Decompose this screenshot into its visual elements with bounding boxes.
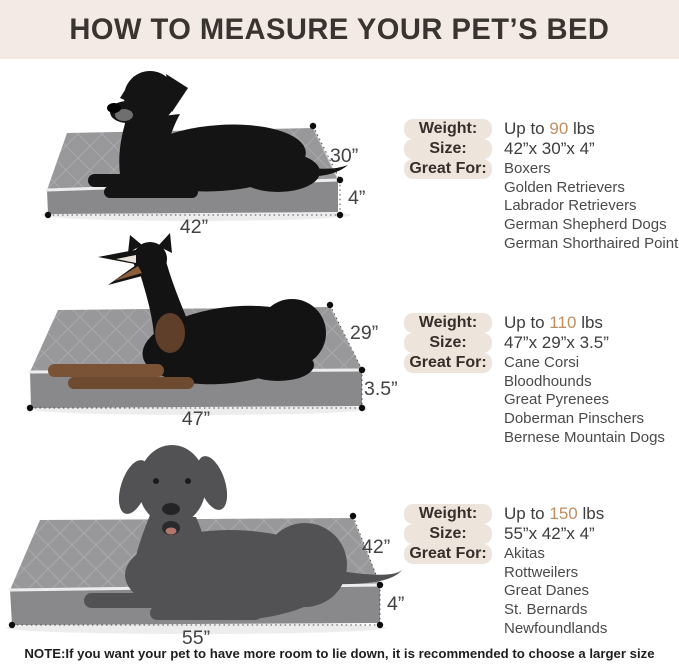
- weight-label: Weight:: [404, 313, 492, 333]
- bed-figure-medium: 30” 4” 42”: [41, 71, 365, 237]
- breed-item: St. Bernards: [504, 601, 588, 619]
- great-for-row: Great For: Akitas Rottweilers Great Dane…: [404, 544, 678, 639]
- breed-list: Akitas Rottweilers Great Danes St. Berna…: [504, 544, 607, 639]
- size-value: 47”x 29”x 3.5”: [504, 333, 609, 352]
- spec-panel-large: Weight: Up to 110 lbs Size: 47”x 29”x 3.…: [404, 313, 678, 448]
- title-banner: HOW TO MEASURE YOUR PET’S BED: [0, 0, 679, 59]
- great-for-label: Great For:: [404, 353, 492, 373]
- breed-item: Bloodhounds: [504, 372, 592, 390]
- dim-depth-label: 30”: [330, 145, 358, 167]
- great-for-row: Great For: Boxers Golden Retrievers Labr…: [404, 159, 679, 254]
- breed-item: Great Pyrenees: [504, 391, 610, 409]
- breed-list: Boxers Golden Retrievers Labrador Retrie…: [504, 159, 679, 254]
- dimension-annotations: 42” 4” 55”: [8, 512, 404, 649]
- dim-width-label: 55”: [182, 627, 210, 649]
- weight-value: Up to 150 lbs: [504, 504, 604, 524]
- footer-note: NOTE:If you want your pet to have more r…: [24, 646, 655, 661]
- weight-prefix: Up to: [504, 504, 550, 523]
- weight-suffix: lbs: [576, 313, 603, 332]
- size-row: Size: 42”x 30”x 4”: [404, 139, 678, 159]
- size-label: Size:: [404, 139, 492, 159]
- weight-row: Weight: Up to 150 lbs: [404, 504, 678, 524]
- weight-value: Up to 90 lbs: [504, 119, 595, 139]
- dim-height-label: 4”: [387, 593, 404, 615]
- weight-prefix: Up to: [504, 119, 550, 138]
- dog-silhouette-doberman: [48, 233, 326, 389]
- breed-item: Doberman Pinschers: [504, 410, 645, 428]
- breed-item: Bernese Mountain Dogs: [504, 428, 665, 446]
- weight-label: Weight:: [404, 119, 492, 139]
- breed-item: Labrador Retrievers: [504, 197, 637, 215]
- weight-row: Weight: Up to 90 lbs: [404, 119, 678, 139]
- weight-label: Weight:: [404, 504, 492, 524]
- size-label: Size:: [404, 524, 492, 544]
- dim-width-label: 47”: [182, 408, 210, 428]
- page-title: HOW TO MEASURE YOUR PET’S BED: [69, 12, 610, 46]
- dog-silhouette-great-dane: [84, 445, 402, 620]
- weight-row: Weight: Up to 110 lbs: [404, 313, 678, 333]
- dim-depth-label: 42”: [362, 536, 390, 558]
- weight-number: 150: [549, 504, 578, 523]
- size-value: 55”x 42”x 4”: [504, 524, 595, 543]
- breed-item: Newfoundlands: [504, 619, 608, 637]
- size-row: Size: 47”x 29”x 3.5”: [404, 333, 678, 353]
- weight-suffix: lbs: [568, 119, 595, 138]
- breed-item: German Shepherd Dogs: [504, 216, 667, 234]
- dimension-annotations: 30” 4” 42”: [44, 122, 365, 237]
- weight-number: 90: [549, 119, 569, 138]
- breed-list: Cane Corsi Bloodhounds Great Pyrenees Do…: [504, 353, 665, 448]
- dim-width-label: 42”: [180, 216, 208, 237]
- size-value: 42”x 30”x 4”: [504, 139, 595, 158]
- breed-item: Great Danes: [504, 582, 590, 600]
- weight-suffix: lbs: [577, 504, 605, 523]
- breed-item: Rottweilers: [504, 563, 579, 581]
- dim-depth-label: 29”: [350, 322, 378, 344]
- weight-value: Up to 110 lbs: [504, 313, 603, 333]
- dimension-annotations: 29” 3.5” 47”: [26, 301, 398, 428]
- breed-item: Boxers: [504, 160, 551, 177]
- breed-item: Akitas: [504, 545, 545, 562]
- dim-height-label: 3.5”: [364, 378, 398, 400]
- dim-height-label: 4”: [348, 187, 365, 209]
- great-for-label: Great For:: [404, 159, 492, 179]
- size-label: Size:: [404, 333, 492, 353]
- bed-figure-large: 29” 3.5” 47”: [26, 233, 398, 428]
- weight-prefix: Up to: [504, 313, 550, 332]
- great-for-row: Great For: Cane Corsi Bloodhounds Great …: [404, 353, 678, 448]
- weight-number: 110: [549, 313, 577, 332]
- size-row: Size: 55”x 42”x 4”: [404, 524, 678, 544]
- great-for-label: Great For:: [404, 544, 492, 564]
- breed-item: Golden Retrievers: [504, 178, 625, 196]
- spec-panel-medium: Weight: Up to 90 lbs Size: 42”x 30”x 4” …: [404, 119, 679, 254]
- breed-item: German Shorthaired Pointers: [504, 234, 679, 252]
- bed-figure-extra-large: 42” 4” 55”: [6, 445, 404, 649]
- breed-item: Cane Corsi: [504, 354, 580, 371]
- dog-silhouette-labrador: [88, 71, 348, 198]
- spec-panel-extra-large: Weight: Up to 150 lbs Size: 55”x 42”x 4”…: [404, 504, 678, 639]
